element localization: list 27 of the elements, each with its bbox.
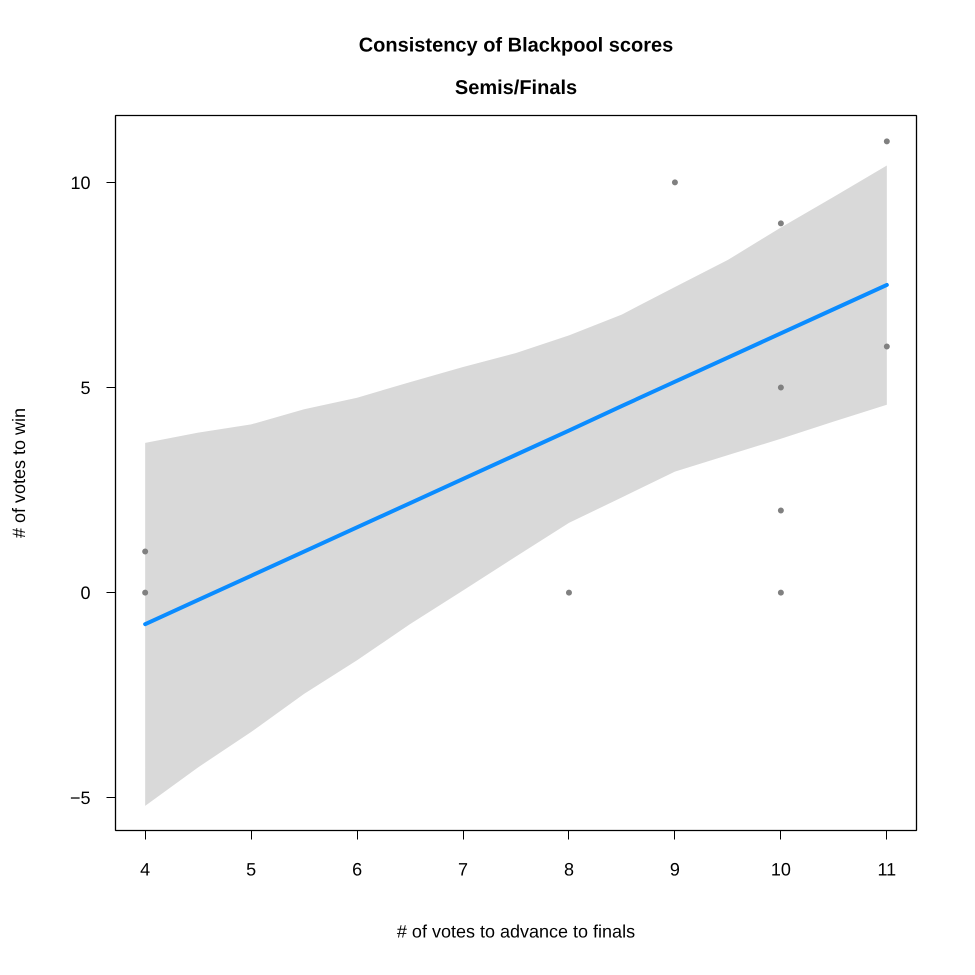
x-axis-title: # of votes to advance to finals (396, 922, 636, 942)
x-tick-label: 5 (246, 860, 256, 880)
point (884, 343, 890, 350)
point (142, 548, 148, 555)
x-tick-label: 11 (877, 860, 896, 880)
chart-subtitle: Semis/Finals (454, 77, 578, 99)
y-axis-title: # of votes to win (8, 408, 29, 538)
y-tick-label: −5 (70, 788, 91, 808)
point (884, 138, 890, 144)
y-tick-label: 10 (70, 172, 91, 193)
x-tick-label: 9 (670, 860, 680, 880)
point (778, 508, 784, 514)
point (778, 384, 784, 390)
point (778, 590, 784, 596)
x-tick-label: 6 (352, 860, 362, 880)
y-tick-label: 5 (80, 378, 91, 398)
x-tick-label: 4 (140, 860, 150, 880)
point (566, 590, 572, 596)
chart-title: Consistency of Blackpool scores (358, 34, 674, 56)
point (142, 590, 148, 596)
y-tick-label: 0 (80, 583, 91, 604)
point (672, 179, 678, 186)
x-tick-label: 8 (564, 860, 574, 880)
x-tick-label: 10 (770, 860, 791, 880)
line-series (143, 282, 889, 626)
x-tick-label: 7 (458, 860, 468, 880)
point (778, 220, 784, 226)
